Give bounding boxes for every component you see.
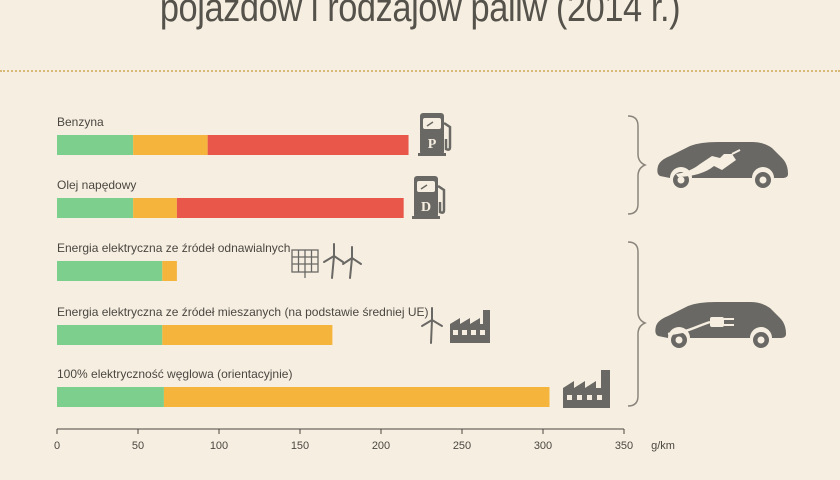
category-labels: Benzyna Olej napędowy Energia elektryczna … [57,115,429,381]
car-fuel-icon [657,142,788,188]
bar-segment [162,261,177,281]
bar-segment [57,325,163,345]
title-divider [0,70,840,72]
car-plug-icon [655,302,786,348]
x-tick-label: 300 [534,440,552,452]
bars-group [57,135,550,407]
category-label: Energia elektryczna ze źródeł mieszanych… [57,305,429,319]
factory-icon [563,370,610,408]
x-tick-label: 50 [132,440,144,452]
category-label: Benzyna [57,115,104,129]
bar-segment [57,198,134,218]
category-label: 100% elektryczność węglowa (orientacyjni… [57,367,292,381]
svg-text:D: D [421,200,431,215]
bar-segment [207,135,409,155]
x-tick-label: 150 [291,440,309,452]
bar-segment [57,261,163,281]
fuel-pump-icon: D [412,176,446,219]
category-label: Olej napędowy [57,178,136,192]
wind-factory-icon [421,307,490,344]
solar-wind-icon [291,243,362,279]
bar-segment [162,325,333,345]
x-tick-label: 100 [210,440,228,452]
page-title: pojazdów i rodzajów paliw (2014 r.) [159,0,681,30]
brace-conventional [627,115,647,215]
bar-segment [57,387,164,407]
x-tick-label: 200 [372,440,390,452]
svg-text:P: P [428,137,437,152]
bar-segment [133,198,177,218]
x-tick-label: 0 [54,440,60,452]
bar-segment [176,198,404,218]
x-tick-label: 250 [453,440,471,452]
fuel-pump-icon: P [418,113,452,156]
bar-segment [57,135,134,155]
bar-segment [163,387,550,407]
brace-electric [627,241,647,407]
category-label: Energia elektryczna ze źródeł odnawialny… [57,241,290,255]
x-tick-label: 350 [615,440,633,452]
bar-segment [133,135,208,155]
x-axis: 0 50 100 150 200 250 300 350 g/km [54,428,675,452]
x-unit-label: g/km [651,440,675,452]
